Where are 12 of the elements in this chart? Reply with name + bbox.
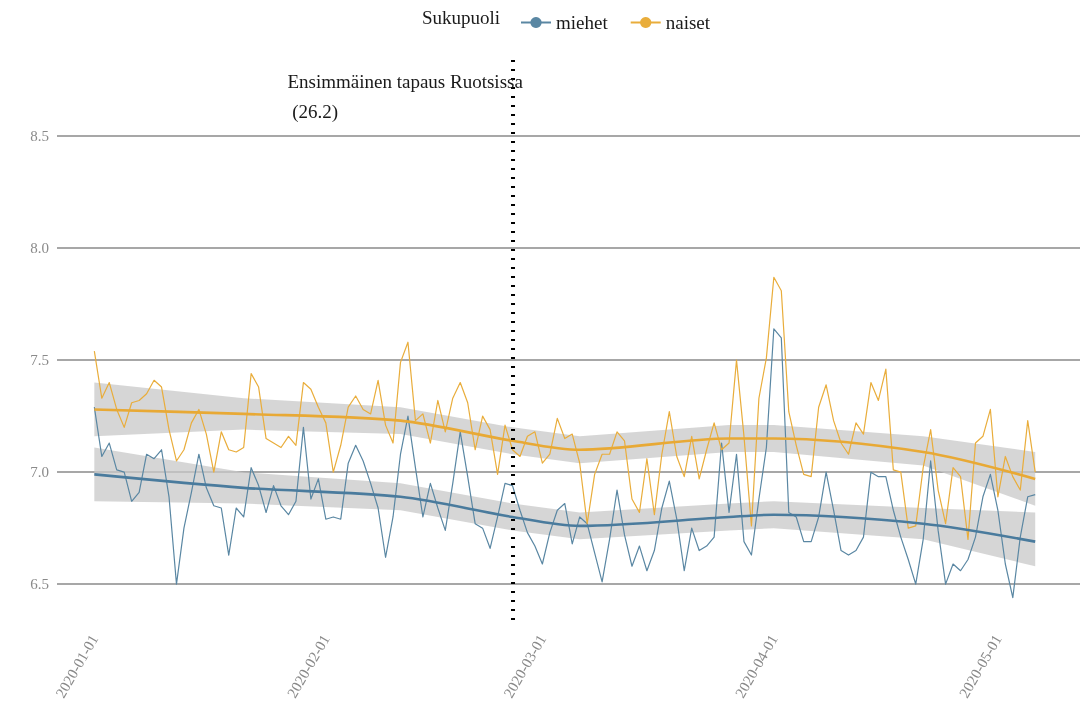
ref-line-label: Ensimmäinen tapaus Ruotsissa (26.2) — [287, 70, 524, 123]
line-series — [93, 328, 1036, 599]
line-series — [93, 473, 1037, 543]
line-series — [93, 276, 1036, 540]
y-tick-label: 8.5 — [30, 128, 49, 145]
y-tick-label: 6.5 — [30, 576, 49, 593]
legend-label: miehet — [556, 12, 609, 33]
y-tick-label: 7.0 — [30, 464, 49, 481]
y-tick-label: 8.0 — [30, 240, 49, 257]
y-tick-label: 7.5 — [30, 352, 49, 369]
legend-label: naiset — [665, 12, 711, 33]
legend-title: Sukupuoli — [421, 7, 500, 28]
